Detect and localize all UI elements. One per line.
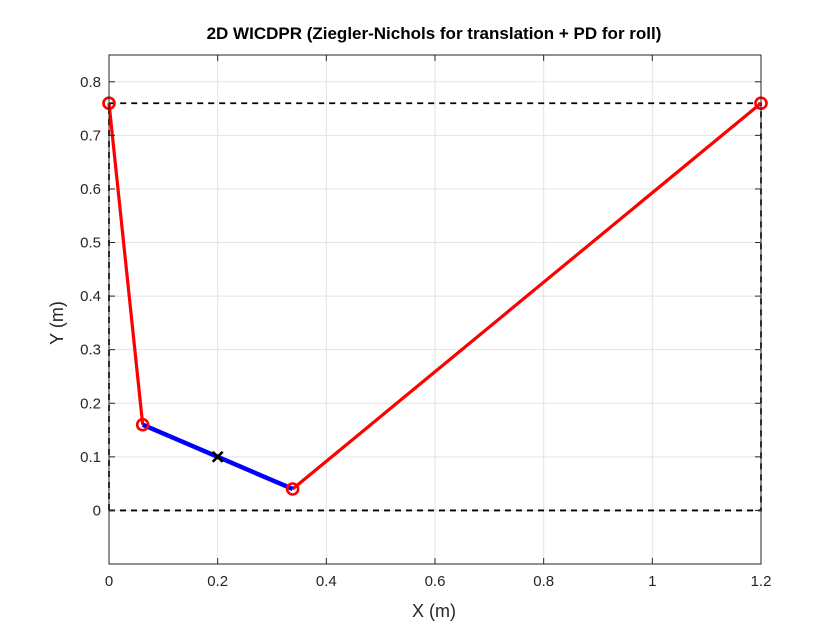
ticks: 0 0.2 0.4 0.6 0.8 1 1.2 0 0.1 0.2 0.3 0.4 0.5 0.6 0.7 0… — [80, 55, 771, 590]
y-tick-label: 0.7 — [80, 127, 101, 144]
y-tick-label: 0.5 — [80, 235, 101, 252]
cables — [107, 101, 763, 491]
x-tick-label: 0.4 — [316, 573, 337, 590]
y-tick-label: 0 — [93, 502, 101, 519]
x-tick-label: 1 — [648, 573, 656, 590]
y-tick-label: 0.1 — [80, 449, 101, 466]
x-tick-label: 0.2 — [207, 573, 228, 590]
x-tick-label: 0.8 — [533, 573, 554, 590]
cable-line — [107, 103, 145, 425]
x-tick-label: 0 — [105, 573, 113, 590]
y-tick-label: 0.8 — [80, 74, 101, 91]
x-tick-label: 0.6 — [425, 573, 446, 590]
y-tick-label: 0.2 — [80, 395, 101, 412]
x-tick-label: 1.2 — [751, 573, 772, 590]
grid — [108, 55, 762, 564]
anchor-point-marker — [285, 482, 300, 496]
x-axis-label: X (m) — [412, 601, 456, 621]
y-tick-label: 0.3 — [80, 342, 101, 359]
cable-line — [291, 101, 763, 491]
y-tick-label: 0.4 — [80, 288, 101, 305]
y-tick-label: 0.6 — [80, 181, 101, 198]
y-axis-label: Y (m) — [47, 301, 67, 345]
chart-title: 2D WICDPR (Ziegler-Nichols for translati… — [207, 24, 662, 43]
anchor-point-marker — [135, 417, 150, 432]
center-marker — [211, 450, 224, 463]
